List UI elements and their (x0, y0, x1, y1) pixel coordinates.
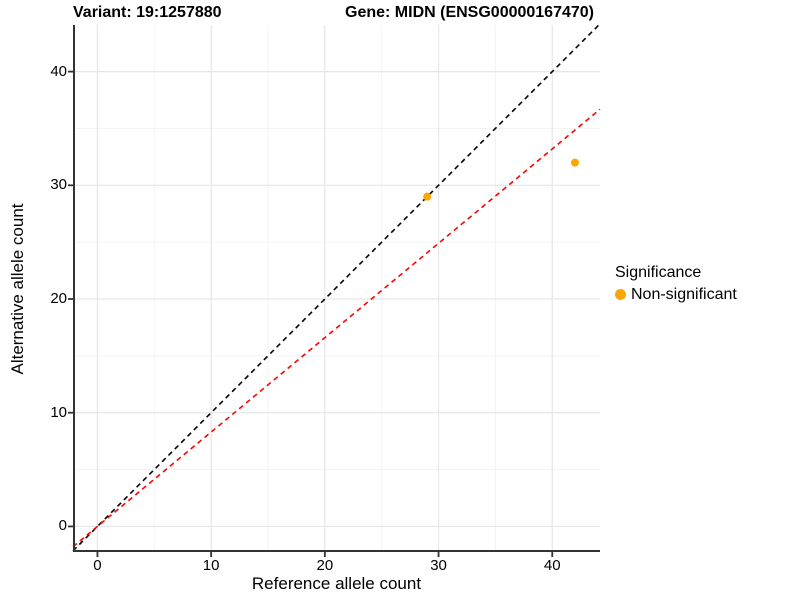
x-tick-label: 30 (430, 557, 447, 574)
x-tick-label: 40 (543, 557, 561, 574)
x-tick-label: 10 (202, 557, 220, 574)
legend-title: Significance (615, 264, 702, 281)
identity-line (72, 24, 600, 552)
data-point[interactable] (423, 192, 432, 201)
variant-title: Variant: 19:1257880 (73, 4, 222, 21)
legend-point-icon (615, 289, 626, 300)
y-tick-label: 30 (50, 176, 67, 194)
expected-ratio-line (72, 108, 601, 548)
y-tick-label: 10 (50, 403, 67, 421)
x-tick-label: 20 (316, 557, 334, 574)
legend: Significance Non-significant (615, 263, 737, 304)
legend-item-label: Non-significant (631, 286, 737, 303)
legend-item[interactable]: Non-significant (615, 285, 737, 304)
plot-canvas (68, 24, 601, 557)
y-tick-label: 0 (58, 517, 67, 535)
legend-items: Non-significant (615, 285, 737, 304)
y-axis-title: Alternative allele count (8, 203, 27, 375)
plot-panel (68, 24, 601, 557)
y-tick-label: 20 (50, 290, 67, 308)
data-point[interactable] (570, 158, 579, 167)
y-tick-label: 40 (50, 62, 67, 80)
x-tick-label: 0 (93, 557, 102, 574)
x-axis-title: Reference allele count (251, 574, 422, 593)
gene-title: Gene: MIDN (ENSG00000167470) (345, 4, 594, 21)
